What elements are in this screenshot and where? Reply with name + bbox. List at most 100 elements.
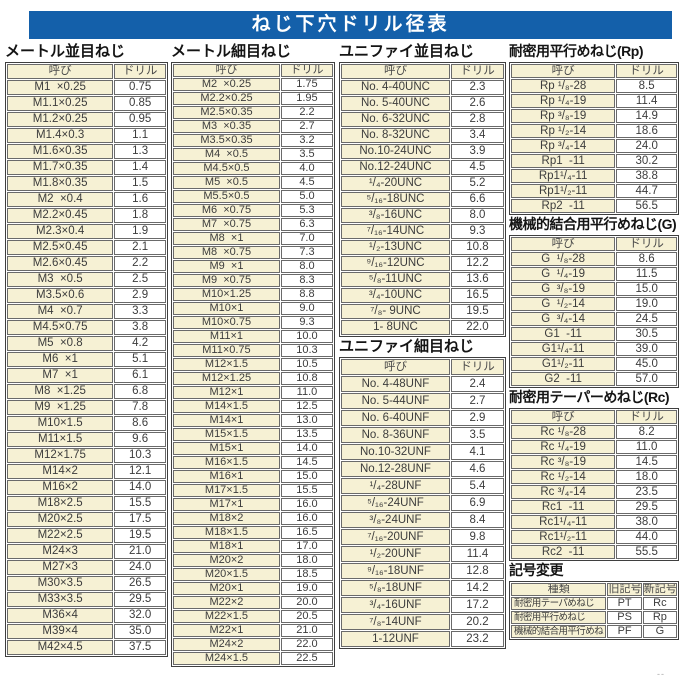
table-row: M2.5×0.35 2.2	[173, 106, 333, 119]
table-cell: No.10-32UNF	[341, 444, 450, 460]
table-row: M10×1.25 8.8	[173, 288, 333, 301]
table-cell: No. 5-40UNC	[341, 96, 450, 111]
table-row: G1¹/₄-11 39.0	[511, 342, 677, 356]
header-row: 呼び ドリル	[7, 64, 166, 79]
table-cell: M15×1	[173, 442, 280, 455]
table-cell: M17×1	[173, 498, 280, 511]
table-row: M9 ×1 8.0	[173, 260, 333, 273]
table-cell: 4.5	[280, 176, 333, 189]
table-cell: M7 ×1	[7, 368, 114, 383]
table-cell: 45.0	[616, 357, 677, 371]
table-row: No. 4-48UNF 2.4	[341, 376, 504, 392]
table-cell: M9 ×1.25	[7, 400, 114, 415]
table-cell: 11.5	[616, 267, 677, 281]
table-cell: M12×1	[173, 386, 280, 399]
col-header-drill: ドリル	[450, 359, 504, 375]
table-cell: M5 ×0.8	[7, 336, 114, 351]
table-cell: 15.0	[616, 282, 677, 296]
table-cell: 6.6	[450, 192, 504, 207]
table-row: M4 ×0.5 3.5	[173, 148, 333, 161]
table-cell: 3.9	[450, 144, 504, 159]
table-cell: M14×1.5	[173, 400, 280, 413]
table-row: No.12-24UNC 4.5	[341, 160, 504, 175]
table-cell: 4.2	[114, 336, 166, 351]
table-row: No. 6-32UNC 2.8	[341, 112, 504, 127]
table-cell: 14.2	[450, 580, 504, 596]
table-row: M22×2 20.0	[173, 596, 333, 609]
section-title-unified-fine: ユニファイ細目ねじ	[339, 338, 475, 355]
table-cell: M10×1	[173, 302, 280, 315]
table-cell: 4.5	[450, 160, 504, 175]
table-cell: 22.0	[450, 320, 504, 335]
table-row: G ³/₈-19 15.0	[511, 282, 677, 296]
table-cell: 3.3	[114, 304, 166, 319]
section-title-symbol-change: 記号変更	[509, 562, 564, 578]
table-cell: M1.2×0.25	[7, 112, 114, 127]
table-row: No. 5-40UNC 2.6	[341, 96, 504, 111]
table-row: M11×1.5 9.6	[7, 432, 166, 447]
table-row: G ³/₄-14 24.5	[511, 312, 677, 326]
table-row: ¹/₂-13UNC 10.8	[341, 240, 504, 255]
table-row: M2.2×0.25 1.95	[173, 92, 333, 105]
table-cell: No. 6-40UNF	[341, 410, 450, 426]
table-cell: No. 5-44UNF	[341, 393, 450, 409]
section-title-metric-coarse: メートル並目ねじ	[5, 43, 126, 60]
table-cell: 20.2	[450, 614, 504, 630]
table-row: ⁹/₁₆-12UNC 12.2	[341, 256, 504, 271]
table-row: M27×3 24.0	[7, 560, 166, 575]
table-cell: M5 ×0.5	[173, 176, 280, 189]
table-row: M2.3×0.4 1.9	[7, 224, 166, 239]
table-row: M12×1.75 10.3	[7, 448, 166, 463]
table-cell: 1-12UNF	[341, 631, 450, 647]
table-row: M2 ×0.25 1.75	[173, 78, 333, 91]
table-cell: 26.5	[114, 576, 166, 591]
g-table: 呼び ドリル G ¹/₈-28 8.6 G ¹/₄-19 11.5 G ³/₈-19 15…	[509, 235, 679, 388]
table-row: M1.7×0.35 1.4	[7, 160, 166, 175]
table-cell: G1¹/₂-11	[511, 357, 616, 371]
table-row: No.12-28UNF 4.6	[341, 461, 504, 477]
table-row: M5 ×0.8 4.2	[7, 336, 166, 351]
table-cell: G	[642, 625, 677, 638]
col-header-name: 呼び	[511, 64, 616, 78]
table-cell: PS	[607, 611, 642, 624]
table-cell: 15.5	[280, 484, 333, 497]
table-cell: Rc	[642, 597, 677, 610]
table-cell: 13.0	[280, 414, 333, 427]
table-row: M22×1 21.0	[173, 624, 333, 637]
table-cell: 21.0	[114, 544, 166, 559]
table-row: ⁷/₁₆-14UNC 9.3	[341, 224, 504, 239]
table-row: M2 ×0.4 1.6	[7, 192, 166, 207]
table-cell: Rc ³/₄-14	[511, 485, 616, 499]
table-row: M3.5×0.35 3.2	[173, 134, 333, 147]
table-cell: 耐密用平行めねじ	[511, 611, 607, 624]
table-cell: 1.8	[114, 208, 166, 223]
table-cell: 6.8	[114, 384, 166, 399]
table-cell: Rp1¹/₂-11	[511, 184, 616, 198]
table-row: Rc ³/₈-19 14.5	[511, 455, 677, 469]
header-row: 呼び ドリル	[511, 410, 677, 424]
table-cell: ⁷/₁₆-14UNC	[341, 224, 450, 239]
table-cell: 18.6	[616, 124, 677, 138]
table-cell: 3.5	[450, 427, 504, 443]
table-row: M11×0.75 10.3	[173, 344, 333, 357]
table-cell: 23.5	[616, 485, 677, 499]
col-header-drill: ドリル	[450, 64, 504, 79]
table-cell: 7.0	[280, 232, 333, 245]
table-cell: No. 8-32UNC	[341, 128, 450, 143]
table-cell: 17.2	[450, 597, 504, 613]
table-cell: 30.5	[616, 327, 677, 341]
table-cell: M24×3	[7, 544, 114, 559]
table-cell: 39.0	[616, 342, 677, 356]
table-row: M18×1.5 16.5	[173, 526, 333, 539]
col-header-name: 呼び	[341, 359, 450, 375]
metric-fine-table: 呼び ドリル M2 ×0.25 1.75 M2.2×0.25 1.95 M2.5×0.3…	[171, 62, 335, 667]
table-cell: 1.3	[114, 144, 166, 159]
table-cell: 14.5	[280, 456, 333, 469]
table-cell: 9.8	[450, 529, 504, 545]
table-cell: 19.5	[450, 304, 504, 319]
table-row: G ¹/₈-28 8.6	[511, 252, 677, 266]
table-row: Rc1¹/₂-11 44.0	[511, 530, 677, 544]
table-row: M17×1 16.0	[173, 498, 333, 511]
table-cell: Rc ¹/₄-19	[511, 440, 616, 454]
table-cell: 2.2	[114, 256, 166, 271]
